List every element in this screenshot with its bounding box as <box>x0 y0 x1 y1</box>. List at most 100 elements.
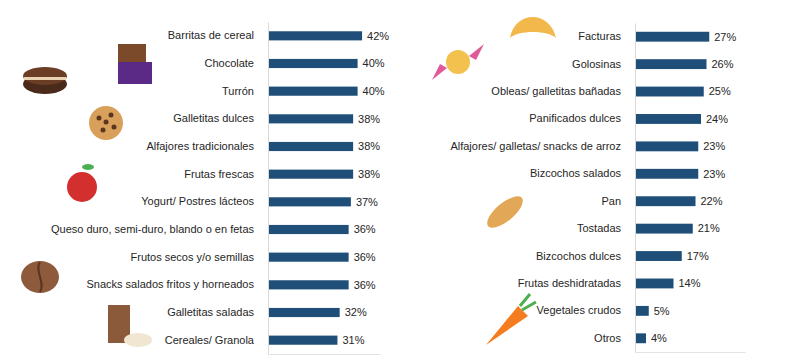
icon <box>101 128 106 133</box>
tick: Frutas frescas <box>184 168 268 180</box>
tick: Galletitas dulces <box>173 112 268 124</box>
x-axis <box>269 354 381 355</box>
tick: Panificados dulces <box>529 112 635 124</box>
category-label: Frutos secos y/o semillas <box>131 251 255 263</box>
tick: Facturas <box>578 30 635 42</box>
category-label: Cereales/ Granola <box>165 334 255 346</box>
icon <box>124 333 152 347</box>
data-label: 36% <box>354 279 376 291</box>
bar <box>268 253 349 262</box>
tick: Obleas/ galletitas bañadas <box>491 85 635 97</box>
icon <box>38 262 41 292</box>
bar <box>268 87 358 96</box>
bars <box>635 32 709 343</box>
data-label: 40% <box>363 85 385 97</box>
chart: FacturasGolosinasObleas/ galletitas baña… <box>450 24 745 353</box>
tick: Bizcochos salados <box>530 167 635 179</box>
icon <box>469 44 484 60</box>
category-label: Turrón <box>222 85 254 97</box>
x-axis-line <box>269 354 381 355</box>
y-axis: Barritas de cerealChocolateTurrónGalleti… <box>51 23 269 355</box>
tick: Snacks salados fritos y horneados <box>86 278 268 290</box>
icon <box>89 106 123 140</box>
data-label: 25% <box>709 85 731 97</box>
category-label: Galletitas saladas <box>167 306 254 318</box>
bar <box>635 114 701 124</box>
data-label: 36% <box>354 223 376 235</box>
bar <box>268 336 337 345</box>
icon <box>67 172 97 202</box>
data-label: 38% <box>358 113 380 125</box>
bar <box>268 308 340 317</box>
tick: Pan <box>601 195 635 207</box>
icon <box>486 306 528 345</box>
tick: Otros <box>594 332 635 344</box>
category-label: Bizcochos salados <box>530 167 622 179</box>
tick: Vegetales crudos <box>537 304 635 316</box>
icon <box>118 62 152 84</box>
icon <box>82 164 94 170</box>
icon <box>24 77 66 80</box>
chart: Barritas de cerealChocolateTurrónGalleti… <box>51 23 389 355</box>
icon <box>97 116 102 121</box>
bar <box>635 224 693 234</box>
tick: Cereales/ Granola <box>165 334 268 346</box>
bar <box>268 197 351 206</box>
bar <box>268 142 353 151</box>
bar <box>635 59 707 69</box>
icon <box>432 64 447 80</box>
data-label: 38% <box>358 168 380 180</box>
data-label: 22% <box>701 195 723 207</box>
data-labels: 42%40%40%38%38%38%37%36%36%36%32%31% <box>342 30 389 346</box>
bar <box>635 169 698 179</box>
category-label: Barritas de cereal <box>168 29 254 41</box>
data-label: 17% <box>687 250 709 262</box>
category-label: Snacks salados fritos y horneados <box>86 278 254 290</box>
y-axis-line <box>635 24 636 353</box>
icon <box>112 125 117 130</box>
bar <box>268 170 353 179</box>
data-label: 31% <box>342 334 364 346</box>
category-label: Panificados dulces <box>529 112 621 124</box>
bar <box>268 59 358 68</box>
category-label: Facturas <box>578 30 621 42</box>
category-label: Pan <box>601 195 621 207</box>
category-label: Vegetales crudos <box>537 304 622 316</box>
icons <box>21 17 556 347</box>
bar <box>635 196 696 206</box>
category-label: Frutas deshidratadas <box>518 277 622 289</box>
data-label: 27% <box>714 31 736 43</box>
tick: Queso duro, semi-duro, blando o en fetas <box>51 223 268 235</box>
category-label: Frutas frescas <box>184 168 254 180</box>
tick: Frutos secos y/o semillas <box>131 251 268 263</box>
category-label: Bizcochos dulces <box>536 250 621 262</box>
category-label: Tostadas <box>577 222 622 234</box>
icon <box>482 191 527 233</box>
bars <box>268 31 362 344</box>
icon <box>446 50 470 74</box>
tick: Galletitas saladas <box>167 306 268 318</box>
tick: Yogurt/ Postres lácteos <box>141 195 268 207</box>
data-label: 24% <box>706 113 728 125</box>
data-label: 23% <box>703 168 725 180</box>
data-label: 4% <box>651 332 667 344</box>
y-axis: FacturasGolosinasObleas/ galletitas baña… <box>450 24 635 353</box>
tick: Tostadas <box>577 222 635 234</box>
bar <box>635 141 698 151</box>
bar <box>635 333 646 343</box>
bar <box>635 279 674 289</box>
data-label: 14% <box>679 277 701 289</box>
bar <box>635 251 682 261</box>
icon <box>21 261 59 293</box>
bar <box>268 225 349 234</box>
bar <box>268 280 349 289</box>
bar <box>635 32 709 42</box>
x-axis <box>636 352 746 353</box>
icon <box>510 17 556 38</box>
bar <box>635 87 704 97</box>
data-label: 23% <box>703 140 725 152</box>
category-label: Yogurt/ Postres lácteos <box>141 195 254 207</box>
bar <box>268 114 353 123</box>
tick: Barritas de cereal <box>168 29 268 41</box>
category-label: Alfajores tradicionales <box>146 140 254 152</box>
